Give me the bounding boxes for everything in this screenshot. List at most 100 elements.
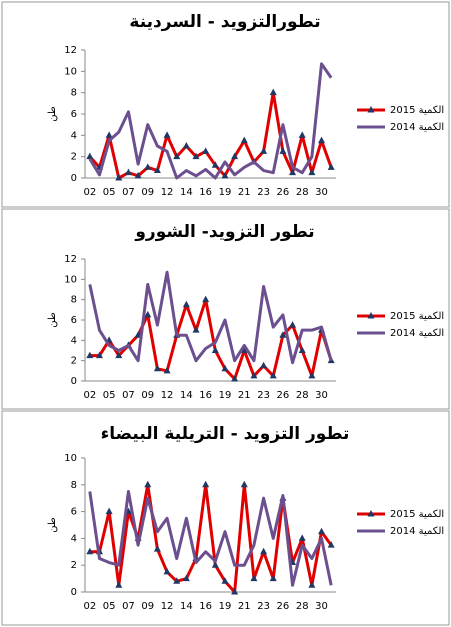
point-marker <box>115 351 123 359</box>
x-tick-label: 26 <box>277 390 290 401</box>
point-marker <box>182 300 190 308</box>
x-tick-label: 02 <box>83 187 96 198</box>
point-marker <box>289 321 297 328</box>
point-marker <box>202 295 210 303</box>
point-marker <box>260 361 268 369</box>
chart-title: تطور التزويد - التريلية البيضاء <box>101 424 350 444</box>
point-marker <box>163 567 171 575</box>
x-tick-label: 12 <box>161 601 174 612</box>
series-line <box>88 490 333 587</box>
y-tick-label: 6 <box>71 109 77 120</box>
y-tick-label: 4 <box>71 335 77 346</box>
y-tick-label: 8 <box>71 295 77 306</box>
point-marker <box>221 577 229 584</box>
series-line <box>88 62 333 180</box>
legend-marker <box>367 510 375 517</box>
point-marker <box>308 581 316 588</box>
legend-label: 2014 الكمية <box>390 328 444 339</box>
x-tick-label: 09 <box>141 601 154 612</box>
legend-label: 2015 الكمية <box>390 105 444 116</box>
y-tick-label: 0 <box>71 173 77 184</box>
x-tick-label: 05 <box>103 390 116 401</box>
y-tick-label: 0 <box>71 376 77 387</box>
x-tick-label: 30 <box>315 601 328 612</box>
y-tick-label: 10 <box>64 274 77 285</box>
x-tick-label: 16 <box>199 187 212 198</box>
x-tick-label: 28 <box>296 187 309 198</box>
y-tick-label: 10 <box>64 66 77 77</box>
x-tick-label: 14 <box>180 187 193 198</box>
point-marker <box>144 480 152 488</box>
point-marker <box>269 88 277 96</box>
point-marker <box>211 161 219 168</box>
x-tick-label: 19 <box>219 187 232 198</box>
point-marker <box>327 163 335 170</box>
point-marker <box>250 371 258 379</box>
series-line <box>88 270 333 365</box>
x-tick-label: 05 <box>103 187 116 198</box>
y-axis-label: طن <box>47 312 58 328</box>
legend-label: 2014 الكمية <box>390 526 444 537</box>
series-line <box>89 483 333 594</box>
x-tick-label: 26 <box>277 187 290 198</box>
y-tick-label: 6 <box>71 507 77 518</box>
y-tick-label: 2 <box>71 560 77 571</box>
x-tick-label: 14 <box>180 390 193 401</box>
point-marker <box>327 541 335 548</box>
panel-frame <box>1 1 450 208</box>
point-marker <box>289 168 297 176</box>
point-marker <box>192 152 200 160</box>
x-tick-label: 23 <box>257 601 270 612</box>
legend-label: 2015 الكمية <box>390 509 444 520</box>
point-marker <box>163 131 171 138</box>
point-marker <box>211 561 219 568</box>
point-marker <box>95 351 103 359</box>
point-marker <box>221 364 229 372</box>
point-marker <box>231 374 239 382</box>
legend-marker <box>367 312 375 319</box>
x-tick-label: 12 <box>161 187 174 198</box>
point-marker <box>298 534 306 541</box>
x-tick-label: 14 <box>180 601 193 612</box>
y-tick-label: 12 <box>64 254 77 265</box>
legend-marker <box>367 106 375 113</box>
legend-label: 2014 الكمية <box>390 122 444 133</box>
y-tick-label: 2 <box>71 356 77 367</box>
point-marker <box>240 346 248 353</box>
point-marker <box>260 547 268 555</box>
x-tick-label: 19 <box>219 601 232 612</box>
series-line <box>88 91 333 180</box>
point-marker <box>153 545 161 552</box>
x-tick-label: 02 <box>83 601 96 612</box>
point-marker <box>86 547 94 555</box>
x-tick-label: 12 <box>161 390 174 401</box>
panel-frame <box>1 410 450 626</box>
x-tick-label: 09 <box>141 187 154 198</box>
x-tick-label: 05 <box>103 601 116 612</box>
x-tick-label: 23 <box>257 390 270 401</box>
x-tick-label: 16 <box>199 601 212 612</box>
x-tick-label: 28 <box>296 601 309 612</box>
point-marker <box>192 326 200 333</box>
chart-title: تطور التزويد- الشورو <box>134 222 314 242</box>
x-tick-label: 30 <box>315 390 328 401</box>
point-marker <box>115 174 123 181</box>
point-marker <box>86 351 94 359</box>
y-tick-label: 4 <box>71 533 77 544</box>
x-tick-label: 16 <box>199 390 212 401</box>
y-tick-label: 2 <box>71 152 77 163</box>
point-marker <box>318 136 326 144</box>
point-marker <box>298 131 306 138</box>
x-tick-label: 09 <box>141 390 154 401</box>
x-tick-label: 07 <box>122 187 135 198</box>
x-tick-label: 26 <box>277 601 290 612</box>
point-marker <box>211 346 219 353</box>
x-tick-label: 02 <box>83 390 96 401</box>
x-tick-label: 07 <box>122 390 135 401</box>
y-axis-label: طن <box>47 517 58 533</box>
point-marker <box>173 577 181 584</box>
x-tick-label: 21 <box>238 601 251 612</box>
x-tick-label: 07 <box>122 601 135 612</box>
point-marker <box>202 147 210 154</box>
point-marker <box>279 331 287 338</box>
